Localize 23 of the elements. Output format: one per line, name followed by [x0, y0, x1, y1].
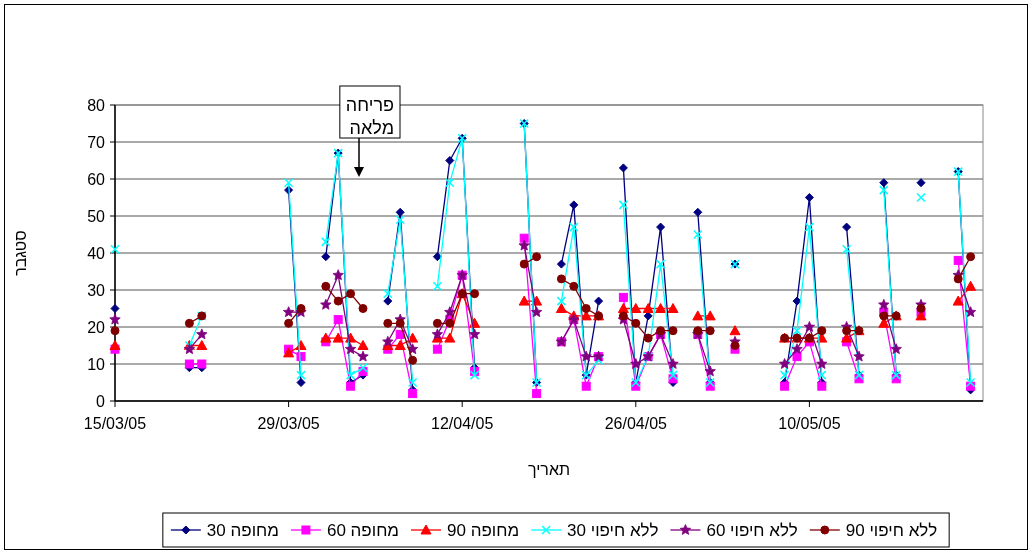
y-tick-label: 60: [87, 171, 106, 188]
annotation: פריחה מלאה: [345, 95, 394, 138]
y-tick-label: 50: [87, 208, 106, 225]
y-tick-label: 70: [87, 134, 106, 151]
y-tick-label: 80: [87, 97, 106, 114]
x-tick-label: 15/03/05: [83, 415, 147, 432]
legend-label: מחופה 90: [447, 521, 520, 540]
y-tick-label: 30: [87, 282, 106, 299]
y-tick-label: 40: [87, 245, 106, 262]
y-tick-label: 0: [96, 393, 106, 410]
y-tick-label: 20: [87, 319, 106, 336]
legend-label: ללא חיפוי 60: [706, 521, 798, 540]
y-tick-label: 10: [87, 356, 106, 373]
x-tick-label: 26/04/05: [604, 415, 668, 432]
legend-label: ללא חיפוי 90: [845, 521, 938, 540]
x-tick-label: 12/04/05: [431, 415, 494, 432]
x-tick-label: 10/05/05: [778, 415, 841, 432]
legend-label: ללא חיפוי 30: [567, 521, 659, 540]
x-axis-title: תאריך: [527, 461, 571, 478]
legend-label: מחופה 60: [326, 521, 399, 540]
legend-label: מחופה 30: [206, 521, 279, 540]
x-tick-label: 29/03/05: [257, 415, 320, 432]
y-axis-title: סטגבר: [12, 230, 29, 276]
